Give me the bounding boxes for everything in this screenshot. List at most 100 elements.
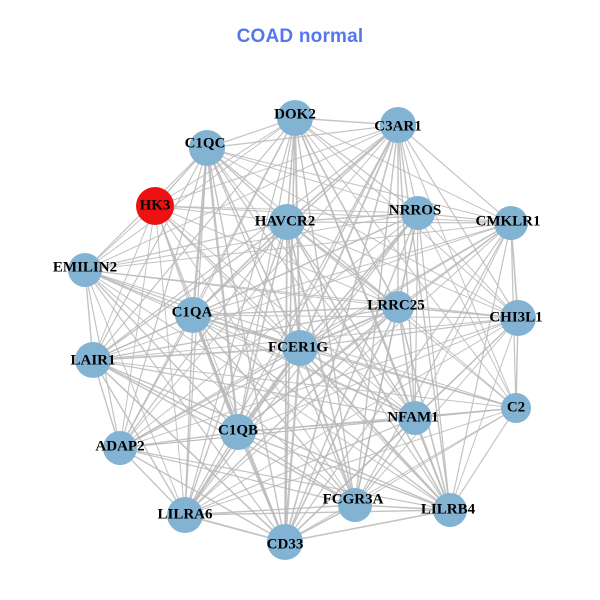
graph-edge bbox=[192, 314, 451, 511]
graph-edge bbox=[84, 222, 512, 271]
graph-edge bbox=[299, 222, 512, 349]
node-circle[interactable] bbox=[338, 488, 372, 522]
node-circle[interactable] bbox=[175, 297, 211, 333]
graph-edge bbox=[84, 221, 288, 271]
node-circle[interactable] bbox=[401, 196, 435, 230]
graph-edge bbox=[154, 205, 288, 223]
node-label: CMKLR1 bbox=[476, 213, 541, 229]
graph-edge bbox=[154, 117, 296, 207]
graph-edge bbox=[284, 407, 517, 543]
edge-layer bbox=[84, 117, 519, 543]
node-circle[interactable] bbox=[68, 253, 102, 287]
graph-edge bbox=[119, 447, 451, 511]
graph-edge bbox=[206, 147, 512, 224]
node-label: CD33 bbox=[267, 536, 304, 552]
graph-edge bbox=[119, 431, 239, 449]
graph-edge bbox=[397, 306, 519, 319]
node-circle[interactable] bbox=[277, 100, 313, 136]
graph-edge bbox=[284, 509, 451, 543]
graph-edge bbox=[286, 124, 399, 223]
node-circle[interactable] bbox=[75, 342, 111, 378]
graph-edge bbox=[299, 347, 451, 511]
graph-edge bbox=[286, 221, 512, 224]
node-label: HAVCR2 bbox=[255, 213, 316, 229]
graph-edge bbox=[119, 447, 356, 506]
node-layer: DOK2 C3AR1 C1QC HK3 NRROS HAVCR2 CMKLR1 EMILIN2… bbox=[53, 100, 543, 560]
graph-node-lrrc25[interactable]: LRRC25 bbox=[367, 291, 425, 323]
node-label: C1QA bbox=[172, 304, 213, 320]
graph-node-c1qb[interactable]: C1QB bbox=[218, 414, 258, 450]
graph-edge bbox=[92, 347, 301, 361]
graph-node-fcer1g[interactable]: FCER1G bbox=[268, 330, 328, 366]
node-circle[interactable] bbox=[380, 107, 416, 143]
graph-edge bbox=[192, 221, 288, 316]
graph-node-c3ar1[interactable]: C3AR1 bbox=[374, 107, 422, 143]
graph-edge bbox=[397, 124, 517, 409]
node-circle[interactable] bbox=[282, 330, 318, 366]
graph-edge bbox=[184, 221, 288, 516]
graph-edge bbox=[237, 407, 517, 433]
graph-node-chi3l1[interactable]: CHI3L1 bbox=[489, 300, 543, 336]
graph-node-c2[interactable]: C2 bbox=[501, 393, 531, 423]
graph-edge bbox=[119, 317, 519, 449]
graph-edge bbox=[284, 417, 416, 543]
graph-node-nrros[interactable]: NRROS bbox=[389, 196, 442, 230]
node-circle[interactable] bbox=[501, 393, 531, 423]
graph-edge bbox=[299, 347, 416, 419]
node-circle[interactable] bbox=[433, 493, 467, 527]
graph-edge bbox=[119, 124, 399, 449]
node-circle[interactable] bbox=[398, 401, 432, 435]
graph-edge bbox=[206, 147, 519, 319]
graph-edge bbox=[414, 222, 512, 419]
node-circle[interactable] bbox=[382, 291, 414, 323]
graph-edge bbox=[192, 222, 512, 316]
graph-node-lilrb4[interactable]: LILRB4 bbox=[421, 493, 476, 527]
node-circle[interactable] bbox=[136, 187, 174, 225]
graph-edge bbox=[237, 431, 286, 543]
graph-edge bbox=[92, 314, 194, 361]
graph-edge bbox=[354, 407, 517, 506]
graph-edge bbox=[354, 317, 519, 506]
graph-edge bbox=[154, 205, 399, 308]
graph-node-dok2[interactable]: DOK2 bbox=[274, 100, 316, 136]
graph-node-havcr2[interactable]: HAVCR2 bbox=[255, 204, 316, 240]
graph-edge bbox=[84, 269, 519, 319]
node-label: C1QC bbox=[185, 135, 226, 151]
graph-node-cmklr1[interactable]: CMKLR1 bbox=[476, 206, 541, 240]
graph-edge bbox=[92, 117, 296, 361]
graph-edge bbox=[92, 359, 186, 516]
graph-node-lilra6[interactable]: LILRA6 bbox=[157, 497, 213, 533]
graph-edge bbox=[119, 205, 156, 449]
graph-node-hk3[interactable]: HK3 bbox=[136, 187, 174, 225]
graph-node-cd33[interactable]: CD33 bbox=[267, 524, 304, 560]
graph-edge bbox=[119, 212, 419, 449]
graph-edge bbox=[92, 359, 451, 511]
graph-edge bbox=[92, 306, 399, 361]
graph-edge bbox=[206, 124, 399, 149]
graph-edge bbox=[237, 306, 399, 433]
node-circle[interactable] bbox=[500, 300, 536, 336]
graph-edge bbox=[286, 221, 356, 506]
graph-node-lair1[interactable]: LAIR1 bbox=[70, 342, 116, 378]
node-circle[interactable] bbox=[167, 497, 203, 533]
node-label: DOK2 bbox=[274, 106, 316, 122]
graph-edge bbox=[184, 124, 399, 516]
graph-edge bbox=[184, 314, 194, 516]
graph-edge bbox=[119, 221, 288, 449]
node-circle[interactable] bbox=[189, 130, 225, 166]
graph-node-adap2[interactable]: ADAP2 bbox=[95, 431, 145, 465]
node-circle[interactable] bbox=[220, 414, 256, 450]
graph-node-c1qc[interactable]: C1QC bbox=[185, 130, 226, 166]
node-circle[interactable] bbox=[267, 524, 303, 560]
node-circle[interactable] bbox=[269, 204, 305, 240]
graph-node-nfam1[interactable]: NFAM1 bbox=[387, 401, 439, 435]
graph-node-fcgr3a[interactable]: FCGR3A bbox=[323, 488, 384, 522]
node-circle[interactable] bbox=[103, 431, 137, 465]
graph-edge bbox=[449, 222, 512, 511]
graph-node-c1qa[interactable]: C1QA bbox=[172, 297, 213, 333]
graph-edge bbox=[414, 212, 419, 419]
graph-edge bbox=[184, 407, 517, 516]
graph-node-emilin2[interactable]: EMILIN2 bbox=[53, 253, 117, 287]
node-circle[interactable] bbox=[494, 206, 528, 240]
